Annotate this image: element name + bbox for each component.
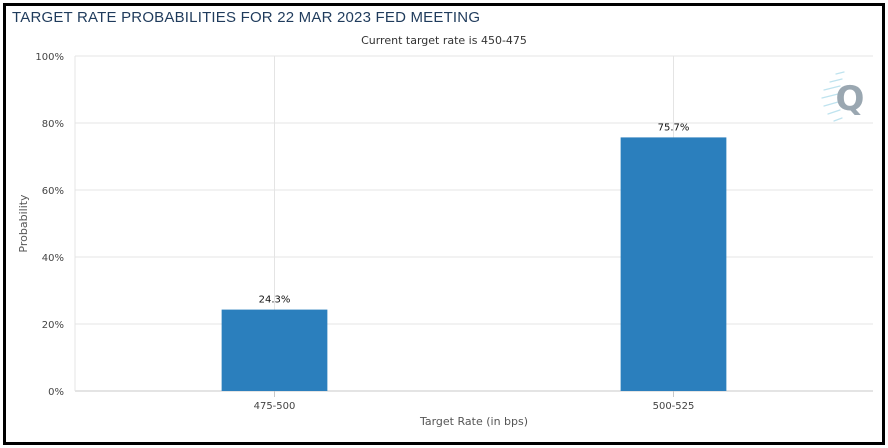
y-tick-label: 20% bbox=[42, 320, 64, 331]
x-tick-label: 475-500 bbox=[254, 401, 296, 412]
bar-data-label: 24.3% bbox=[259, 295, 291, 306]
x-axis-title: Target Rate (in bps) bbox=[419, 415, 528, 428]
y-tick-label: 100% bbox=[35, 52, 64, 63]
chart-title: TARGET RATE PROBABILITIES FOR 22 MAR 202… bbox=[12, 9, 481, 26]
chart-subtitle: Current target rate is 450-475 bbox=[361, 34, 527, 47]
x-tick-label: 500-525 bbox=[653, 401, 695, 412]
bar bbox=[221, 309, 328, 391]
y-axis-title: Probability bbox=[17, 194, 30, 253]
chart-frame bbox=[3, 3, 885, 445]
y-tick-label: 80% bbox=[42, 119, 64, 130]
logo-letter: Q bbox=[836, 79, 865, 119]
bar-data-label: 75.7% bbox=[658, 122, 690, 133]
y-tick-label: 40% bbox=[42, 253, 64, 264]
y-tick-label: 0% bbox=[48, 387, 64, 398]
bar bbox=[620, 137, 727, 391]
quikstrike-q-logo-icon: Q bbox=[821, 71, 865, 122]
y-tick-label: 60% bbox=[42, 186, 64, 197]
